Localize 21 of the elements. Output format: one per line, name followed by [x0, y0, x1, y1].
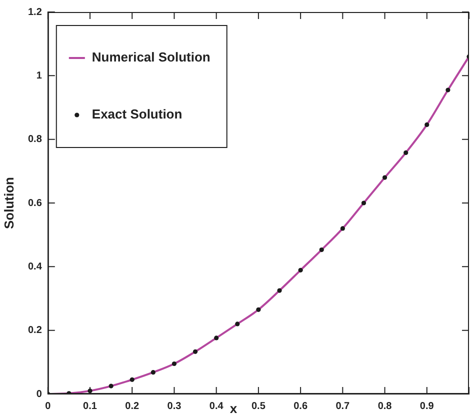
y-tick-label: 0.4 — [28, 261, 42, 272]
y-tick-label: 0.2 — [28, 325, 42, 336]
y-tick-label: 0.6 — [28, 198, 42, 209]
x-axis-title: x — [230, 401, 238, 416]
y-tick-label: 0.8 — [28, 134, 42, 146]
x-tick-label: 0.4 — [209, 400, 224, 412]
y-tick-label: 1.2 — [28, 6, 42, 18]
legend-label: Exact Solution — [92, 106, 182, 122]
x-tick-label: 0.6 — [294, 400, 308, 412]
y-axis-title: Solution — [2, 176, 17, 229]
x-tick-label: 0.2 — [125, 400, 140, 412]
y-tick-label: 0 — [36, 388, 42, 400]
x-tick-label: 0.1 — [83, 400, 98, 412]
x-tick-label: 0.3 — [167, 400, 182, 412]
x-tick-label: 0.9 — [420, 400, 434, 412]
x-tick-label: 0.5 — [252, 400, 266, 412]
legend-label: Numerical Solution — [92, 50, 210, 65]
x-tick-label: 0 — [45, 400, 52, 412]
x-tick-label: 0.7 — [336, 400, 350, 412]
y-tick-label: 1 — [36, 70, 42, 82]
x-tick-label: 0.8 — [378, 400, 392, 412]
